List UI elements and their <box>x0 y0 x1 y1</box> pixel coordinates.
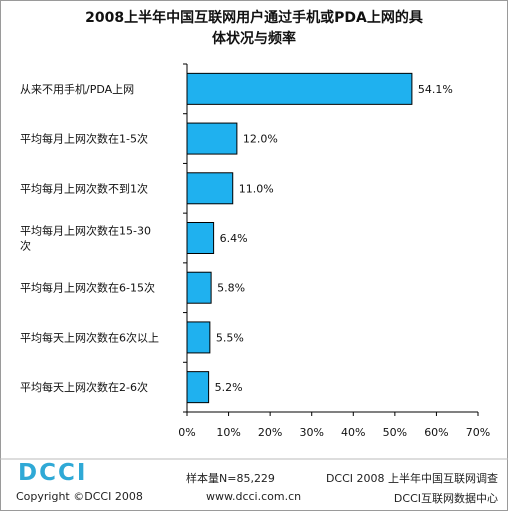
chart-title: 2008上半年中国互联网用户通过手机或PDA上网的具 体状况与频率 <box>0 8 508 50</box>
bar <box>186 271 212 304</box>
bar-value-label: 12.0% <box>243 133 278 146</box>
bar-value-label: 6.4% <box>220 232 248 245</box>
x-tick-label: 10% <box>216 426 240 439</box>
category-label: 平均每天上网次数在6次以上 <box>20 330 159 344</box>
x-tick-label: 30% <box>299 426 323 439</box>
data-center-name: DCCI互联网数据中心 <box>393 492 498 505</box>
category-label: 次 <box>20 239 31 253</box>
footer: DCCI Copyright ©DCCI 2008 样本量N=85,229 DC… <box>0 456 508 511</box>
category-label: 从来不用手机/PDA上网 <box>20 82 134 96</box>
survey-name: DCCI 2008 上半年中国互联网调查 <box>325 472 498 485</box>
bar-value-label: 5.2% <box>215 381 243 394</box>
website-url: www.dcci.com.cn <box>206 490 302 503</box>
x-tick-label: 70% <box>466 426 490 439</box>
bar <box>186 371 210 404</box>
sample-size: 样本量N=85,229 <box>186 472 275 485</box>
bar-chart: 54.1% 从来不用手机/PDA上网 12.0% 平均每月上网次数在1-5次 11.0%… <box>0 63 508 460</box>
bar <box>186 172 234 205</box>
category-label: 平均每月上网次数在6-15次 <box>20 281 155 295</box>
x-tick-label: 50% <box>383 426 407 439</box>
bar-value-label: 54.1% <box>418 83 453 96</box>
x-tick-label: 60% <box>424 426 448 439</box>
bar <box>186 222 215 254</box>
bar-value-label: 5.5% <box>216 331 244 344</box>
copyright-text: Copyright ©DCCI 2008 <box>16 490 143 503</box>
category-label: 平均每月上网次数不到1次 <box>20 181 148 195</box>
category-label: 平均每月上网次数在1-5次 <box>20 132 148 146</box>
bar <box>186 321 211 354</box>
bar <box>186 122 238 155</box>
bar-value-label: 11.0% <box>239 182 274 195</box>
bar-value-label: 5.8% <box>217 282 245 295</box>
chart-title-line-2: 体状况与频率 <box>212 31 296 47</box>
bar <box>186 72 413 105</box>
x-tick-label: 0% <box>178 426 195 439</box>
dcci-logo: DCCI <box>18 460 88 486</box>
x-tick-label: 40% <box>341 426 365 439</box>
chart-title-line-1: 2008上半年中国互联网用户通过手机或PDA上网的具 <box>85 10 423 26</box>
category-label: 平均每天上网次数在2-6次 <box>20 380 148 394</box>
category-label: 平均每月上网次数在15-30 <box>20 224 151 238</box>
x-tick-label: 20% <box>258 426 282 439</box>
